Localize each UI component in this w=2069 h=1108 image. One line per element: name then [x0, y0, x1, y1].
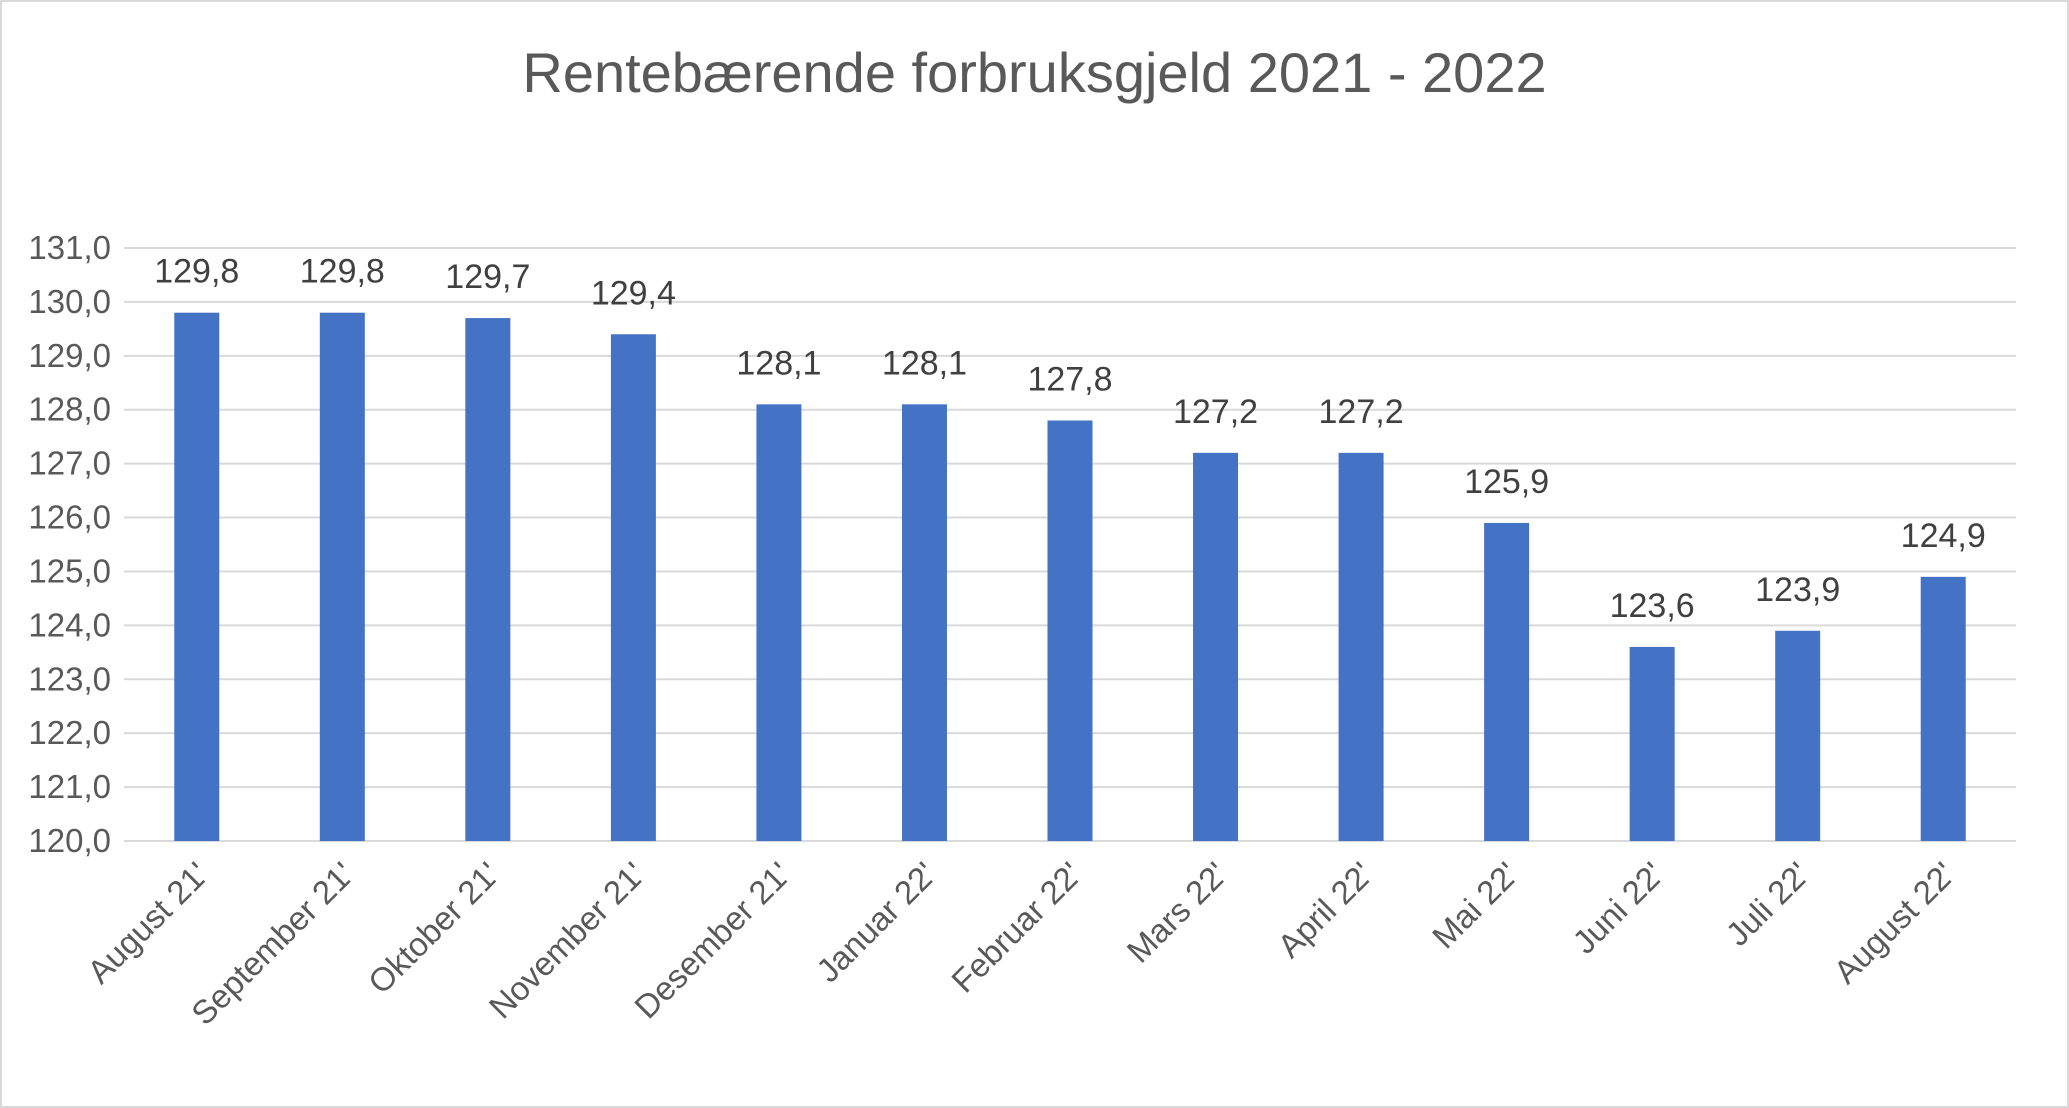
- bar: [1047, 420, 1093, 841]
- y-tick-label: 120,0: [28, 822, 111, 859]
- data-label: 128,1: [736, 344, 821, 382]
- x-tick-label: Mai 22': [1425, 855, 1526, 956]
- data-label: 127,8: [1027, 361, 1112, 399]
- data-label: 123,9: [1755, 571, 1840, 609]
- bar: [174, 312, 220, 841]
- bars: [174, 312, 1966, 842]
- y-tick-label: 130,0: [28, 283, 111, 320]
- bar: [1193, 452, 1239, 841]
- x-axis: August 21'September 21' Oktober 21'Novemb…: [80, 855, 1962, 1032]
- x-tick-label: Oktober 21': [361, 855, 507, 1001]
- bar: [1629, 646, 1675, 841]
- bar: [465, 318, 511, 842]
- data-label: 127,2: [1173, 393, 1258, 431]
- y-tick-label: 129,0: [28, 337, 111, 374]
- y-tick-label: 127,0: [28, 445, 111, 482]
- x-tick-label: Januar 22': [809, 855, 943, 989]
- y-axis: 120,0 121,0 122,0 123,0 124,0 125,0 126,0 127,0…: [28, 229, 111, 859]
- data-label: 128,1: [882, 344, 967, 382]
- bar: [1484, 522, 1530, 841]
- bar: [319, 312, 365, 841]
- data-label: 124,9: [1901, 517, 1986, 555]
- x-tick-label: April 22': [1270, 855, 1380, 965]
- data-label: 129,7: [445, 258, 530, 296]
- y-tick-label: 122,0: [28, 714, 111, 751]
- bar: [610, 334, 656, 841]
- data-label: 125,9: [1464, 463, 1549, 501]
- bar: [901, 404, 947, 841]
- x-tick-label: Desember 21': [627, 855, 798, 1026]
- y-tick-label: 131,0: [28, 229, 111, 266]
- chart-title: Rentebærende forbruksgjeld 2021 - 2022: [522, 41, 1547, 104]
- data-label: 129,4: [591, 274, 676, 312]
- data-labels: 129,8 129,8 129,7 129,4 128,1 128,1 127,8 127,2…: [154, 253, 1986, 625]
- y-tick-label: 125,0: [28, 552, 111, 589]
- x-tick-label: Juni 22': [1565, 855, 1671, 961]
- bar: [1920, 576, 1966, 841]
- y-tick-label: 128,0: [28, 391, 111, 428]
- y-tick-label: 121,0: [28, 768, 111, 805]
- data-label: 129,8: [300, 253, 385, 291]
- x-tick-label: Februar 22': [944, 855, 1089, 1000]
- bar: [756, 404, 802, 841]
- y-tick-label: 123,0: [28, 660, 111, 697]
- x-tick-label: August 21': [80, 855, 216, 991]
- bar: [1338, 452, 1384, 841]
- data-label: 129,8: [154, 253, 239, 291]
- bar: [1775, 630, 1821, 841]
- x-tick-label: Mars 22': [1120, 855, 1235, 970]
- y-tick-label: 126,0: [28, 499, 111, 536]
- data-label: 123,6: [1610, 587, 1695, 625]
- x-tick-label: Juli 22': [1719, 855, 1817, 953]
- data-label: 127,2: [1319, 393, 1404, 431]
- y-tick-label: 124,0: [28, 606, 111, 643]
- x-tick-label: August 22': [1826, 855, 1962, 991]
